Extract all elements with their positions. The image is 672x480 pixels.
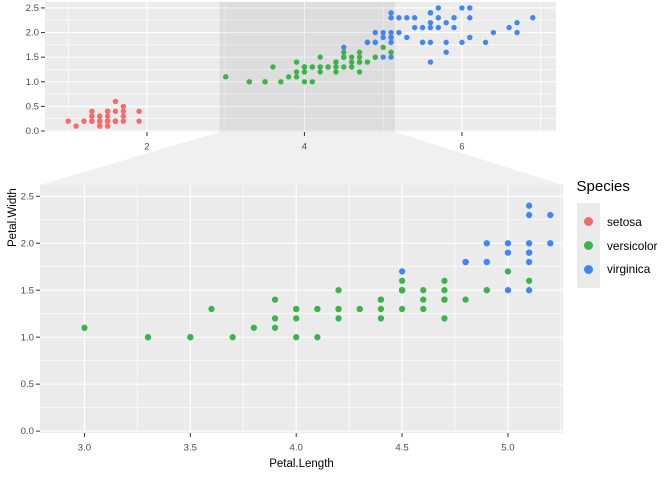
- svg-text:0.5: 0.5: [21, 379, 34, 390]
- svg-text:3.5: 3.5: [184, 443, 197, 454]
- svg-text:6: 6: [459, 142, 464, 153]
- svg-text:0.0: 0.0: [26, 126, 39, 137]
- svg-text:4.0: 4.0: [290, 443, 303, 454]
- svg-text:1.0: 1.0: [26, 77, 39, 88]
- svg-text:0.0: 0.0: [21, 426, 34, 437]
- svg-text:2: 2: [144, 142, 149, 153]
- svg-text:1.5: 1.5: [21, 285, 34, 296]
- svg-text:4.5: 4.5: [395, 443, 408, 454]
- svg-text:0.5: 0.5: [26, 101, 39, 112]
- svg-text:2.0: 2.0: [26, 28, 39, 39]
- svg-text:3.0: 3.0: [78, 443, 91, 454]
- svg-text:2.5: 2.5: [21, 191, 34, 202]
- svg-text:1.0: 1.0: [21, 332, 34, 343]
- svg-text:1.5: 1.5: [26, 52, 39, 63]
- svg-text:2.5: 2.5: [26, 3, 39, 14]
- svg-text:5.0: 5.0: [501, 443, 514, 454]
- svg-text:4: 4: [302, 142, 308, 153]
- svg-text:2.0: 2.0: [21, 238, 34, 249]
